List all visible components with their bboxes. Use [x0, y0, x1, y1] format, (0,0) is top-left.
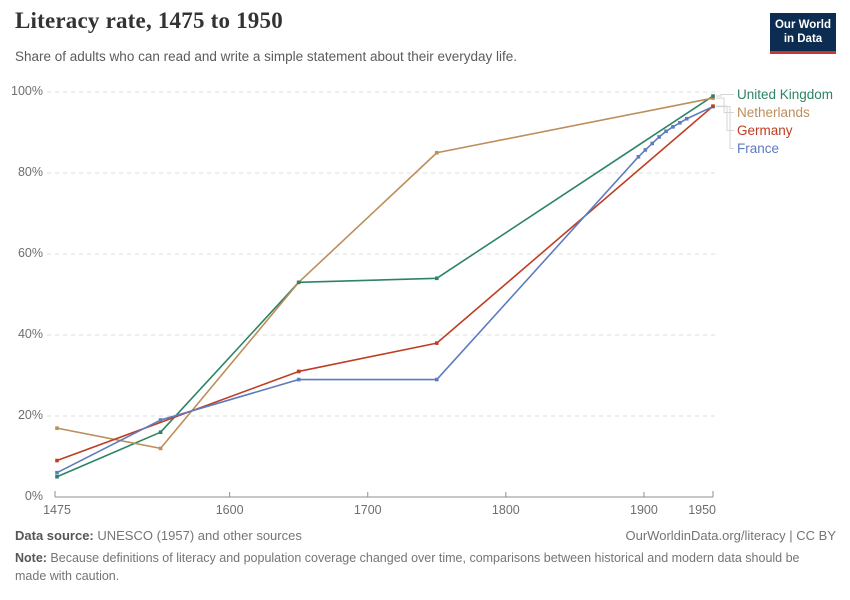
legend-item-france[interactable]: France [737, 140, 780, 156]
y-tick-60%: 60% [17, 246, 43, 260]
data-point-france-1931[interactable] [684, 116, 689, 121]
x-tick-1700: 1700 [353, 503, 382, 517]
citation-link[interactable]: OurWorldinData.org/literacy | CC BY [625, 528, 836, 543]
data-point-germany-1750[interactable] [434, 341, 439, 345]
note-text: Because definitions of literacy and popu… [15, 551, 800, 584]
x-tick-1800: 1800 [491, 503, 520, 517]
data-point-germany-1950[interactable] [711, 104, 715, 108]
data-point-france-1650[interactable] [296, 377, 301, 382]
owid-logo-line1: Our World [774, 19, 831, 31]
note-label: Note: [15, 551, 47, 565]
legend-connector-netherlands [716, 97, 734, 113]
x-tick-1600: 1600 [215, 503, 244, 517]
series-line-netherlands[interactable] [56, 97, 714, 450]
data-source: Data source: UNESCO (1957) and other sou… [15, 528, 302, 543]
x-tick-1900: 1900 [630, 503, 658, 517]
y-tick-0%: 0% [24, 489, 43, 503]
page-title: Literacy rate, 1475 to 1950 [15, 8, 283, 33]
series-line-germany[interactable] [56, 105, 714, 462]
data-point-netherlands-1475[interactable] [55, 426, 59, 430]
legend-connector-france [716, 106, 734, 149]
data-point-united-kingdom-1650[interactable] [296, 280, 301, 285]
data-point-netherlands-1950[interactable] [711, 96, 715, 100]
legend-item-germany[interactable]: Germany [737, 122, 793, 138]
y-tick-40%: 40% [17, 327, 43, 341]
data-point-germany-1650[interactable] [296, 369, 301, 374]
data-point-united-kingdom-1950[interactable] [711, 94, 715, 98]
data-point-united-kingdom-1550[interactable] [158, 430, 163, 434]
chart-subtitle: Share of adults who can read and write a… [15, 49, 518, 64]
owid-logo[interactable]: Our World in Data [770, 13, 836, 54]
data-point-france-1896[interactable] [636, 155, 641, 159]
y-tick-100%: 100% [11, 84, 43, 98]
legend-connector-germany [716, 105, 734, 131]
data-point-germany-1475[interactable] [55, 458, 59, 463]
y-tick-20%: 20% [17, 408, 43, 422]
data-source-label: Data source: [15, 528, 94, 543]
legend-item-netherlands[interactable]: Netherlands [737, 104, 810, 120]
legend-connector-united-kingdom [716, 94, 734, 97]
data-point-france-1926[interactable] [678, 120, 682, 125]
chart-footer: Data source: UNESCO (1957) and other sou… [15, 528, 836, 585]
y-tick-80%: 80% [17, 165, 43, 179]
data-point-netherlands-1750[interactable] [434, 150, 439, 155]
data-point-france-1911[interactable] [657, 135, 661, 139]
data-point-france-1921[interactable] [671, 125, 675, 129]
data-point-france-1750[interactable] [434, 377, 439, 382]
data-source-text: UNESCO (1957) and other sources [93, 528, 302, 543]
owid-logo-line2: in Data [783, 33, 823, 46]
data-point-france-1901[interactable] [643, 148, 648, 152]
data-point-france-1916[interactable] [664, 129, 668, 134]
series-line-united-kingdom[interactable] [56, 95, 714, 478]
data-point-united-kingdom-1475[interactable] [55, 474, 59, 479]
chart-note: Note: Because definitions of literacy an… [15, 549, 805, 585]
data-point-france-1550[interactable] [158, 418, 163, 422]
data-point-france-1475[interactable] [55, 470, 59, 475]
x-tick-1475: 1475 [43, 503, 71, 517]
legend-item-united-kingdom[interactable]: United Kingdom [737, 86, 834, 102]
data-point-france-1906[interactable] [650, 141, 655, 146]
data-point-netherlands-1550[interactable] [158, 446, 163, 451]
data-point-united-kingdom-1750[interactable] [434, 276, 439, 281]
x-tick-1950: 1950 [688, 503, 716, 517]
